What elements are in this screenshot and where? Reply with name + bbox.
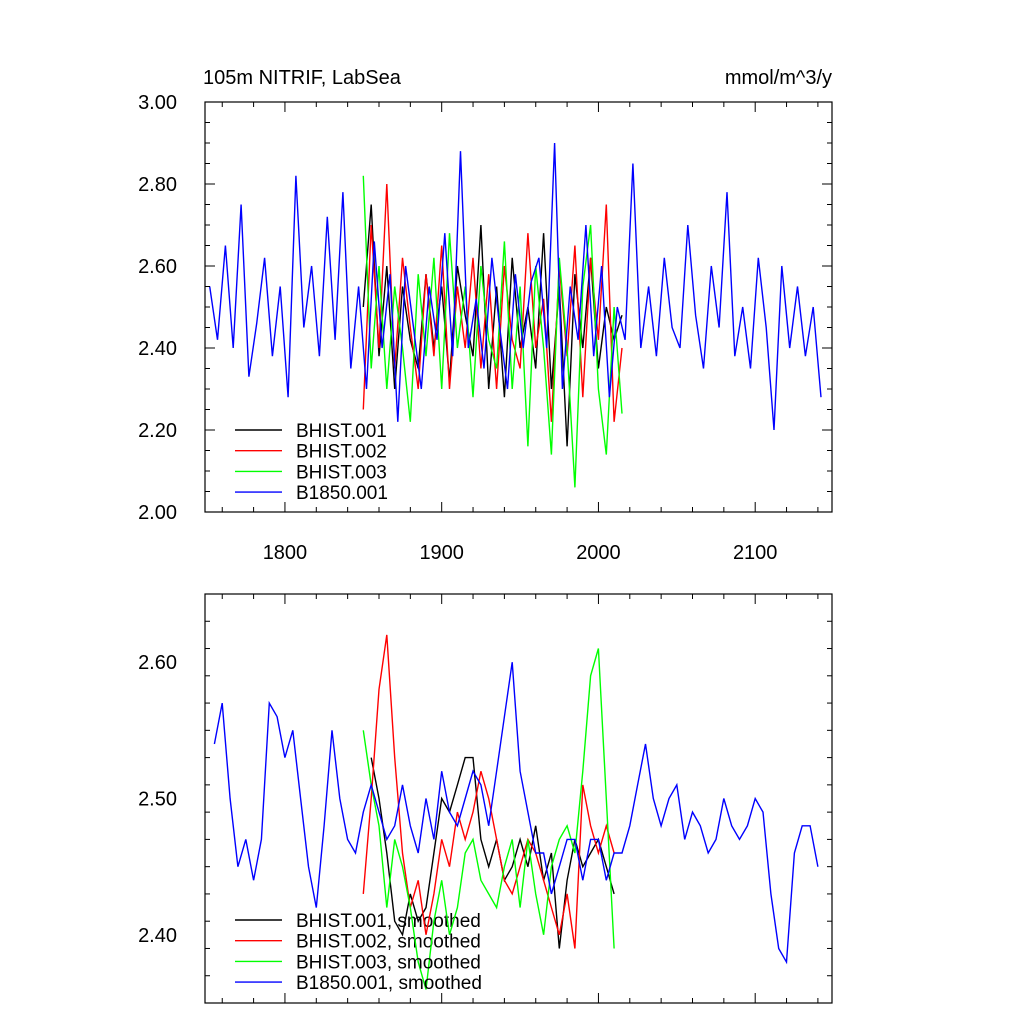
series-line-b1850-001-smoothed [213,662,819,965]
series-line-bhist-002-smoothed [362,634,615,949]
y-tick-label: 2.40 [138,338,177,360]
y-tick-label: 2.20 [138,420,177,442]
chart-units: mmol/m^3/y [725,67,832,89]
x-tick-label: 1900 [419,542,464,564]
y-tick-label: 2.00 [138,502,177,524]
series-line-b1850-001 [209,142,822,431]
legend-label: BHIST.001 [296,421,387,442]
series-line-bhist-003 [362,175,623,488]
legend-label: BHIST.003, smoothed [296,952,481,973]
y-tick-label: 3.00 [138,92,177,114]
x-tick-label: 2000 [576,542,621,564]
legend-label: BHIST.002 [296,442,387,463]
x-tick-label: 1800 [263,542,308,564]
legend-label: BHIST.003 [296,462,387,483]
y-tick-label: 2.50 [138,789,177,811]
chart-title: 105m NITRIF, LabSea [203,67,402,89]
y-tick-label: 2.60 [138,256,177,278]
x-tick-label: 2100 [733,542,778,564]
series-line-bhist-003-smoothed [362,648,615,990]
legend-label: B1850.001 [296,483,388,504]
y-tick-label: 2.60 [138,652,177,674]
series-line-bhist-002 [362,183,623,422]
legend-label: B1850.001, smoothed [296,973,482,994]
legend-label: BHIST.002, smoothed [296,932,481,953]
plot-frame [204,593,833,1004]
y-tick-label: 2.40 [138,925,177,947]
y-tick-label: 2.80 [138,174,177,196]
